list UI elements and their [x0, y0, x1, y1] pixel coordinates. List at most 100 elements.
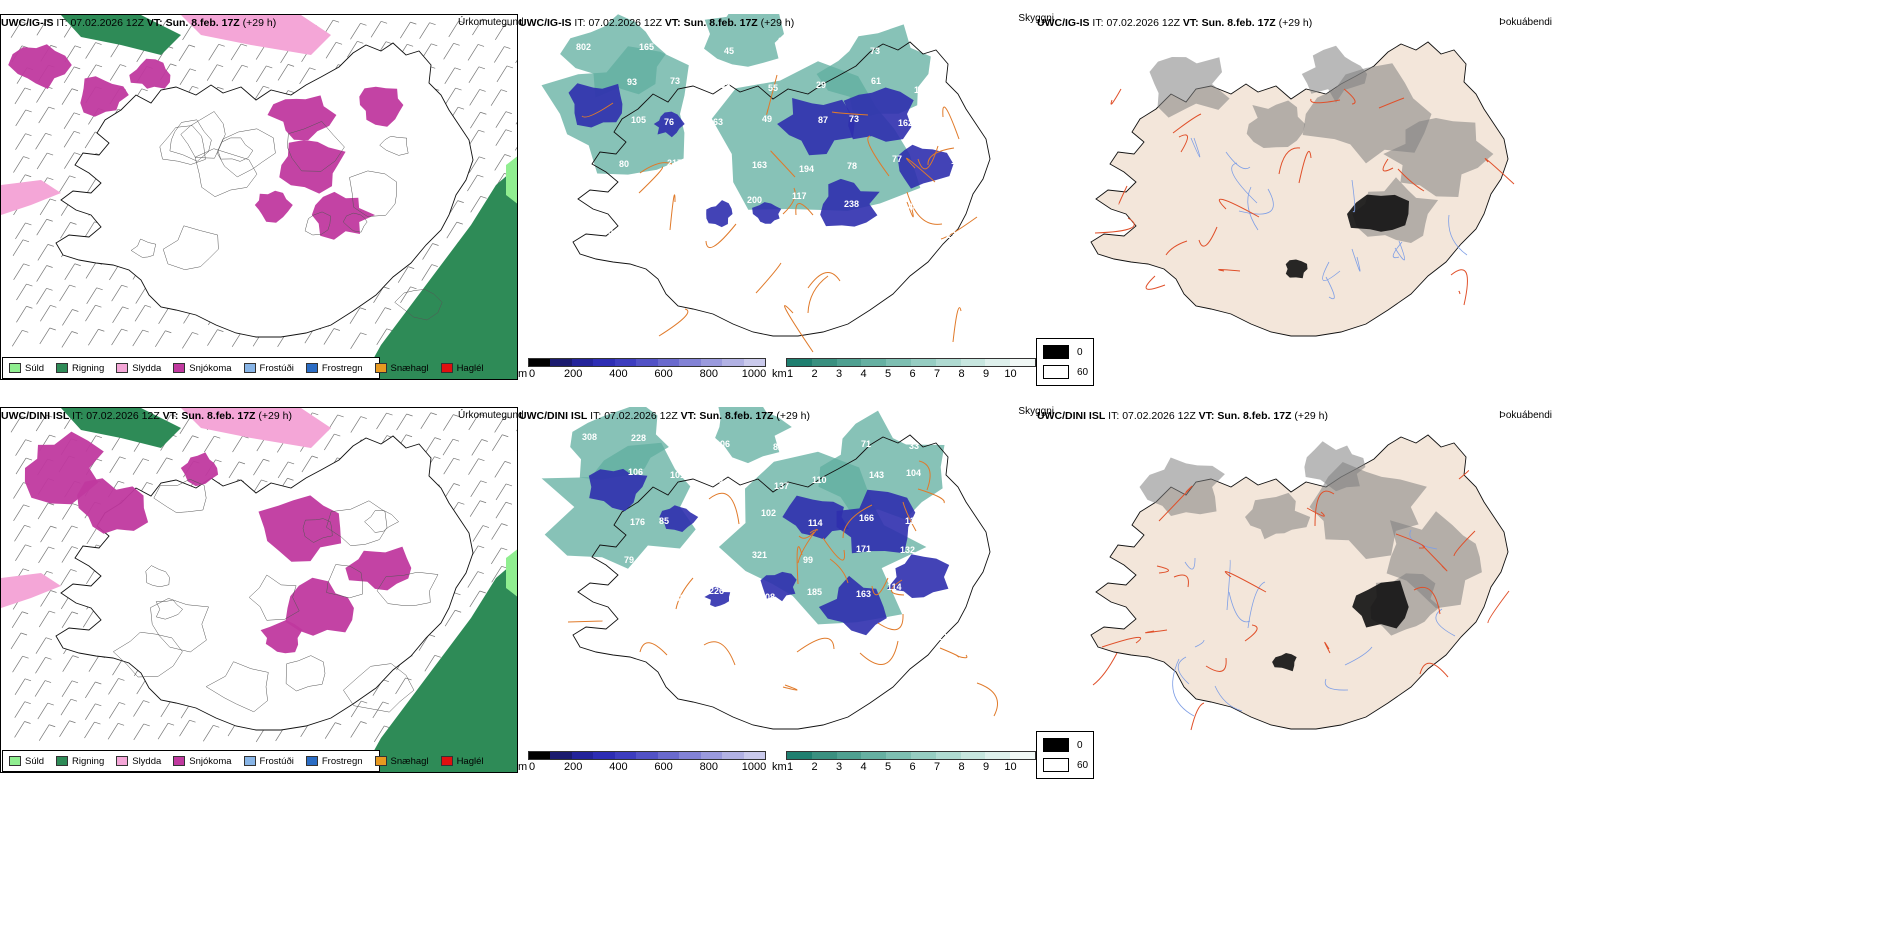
wind-barb: [350, 700, 368, 718]
ceiling-label: 217: [667, 158, 682, 168]
precip-type-map: [1, 408, 517, 772]
ceiling-label: 55: [823, 44, 833, 54]
ramp-step: [743, 359, 765, 366]
wind-barb: [35, 414, 53, 432]
legend-item: Frostúði: [243, 362, 294, 374]
wind-barb: [514, 146, 517, 151]
wind-barb: [376, 412, 393, 430]
wind-barb: [395, 677, 412, 695]
ramp-step: [700, 359, 723, 366]
model-name: UWC/IG-IS: [519, 17, 572, 29]
road-line: [798, 531, 815, 539]
low-ceiling-area: [820, 178, 880, 227]
precip-type-legend: Súld Rigning Slydda Snjókoma Frostúði Frostre…: [2, 357, 484, 379]
wind-barb: [446, 221, 463, 239]
wind-barb: [15, 457, 33, 475]
wind-barb: [16, 283, 33, 301]
wind-barb: [325, 42, 343, 59]
road-line: [1101, 636, 1142, 648]
init-time-label: IT:: [56, 17, 68, 29]
ceiling-label: 105: [668, 440, 683, 450]
ramp-step: [935, 359, 961, 366]
wind-barb: [36, 18, 53, 36]
ceiling-label: 79: [624, 555, 634, 565]
wind-barb: [37, 502, 55, 520]
road-line: [1118, 185, 1128, 205]
legend-swatch: [440, 756, 453, 766]
road-line: [581, 102, 614, 118]
fog-legend: 0 60: [1036, 731, 1094, 779]
wind-barb: [160, 700, 177, 718]
terrain-contour: [217, 128, 276, 178]
road-line: [1378, 97, 1405, 109]
init-time: 07.02.2026 12Z: [1106, 17, 1180, 29]
wind-barb: [13, 263, 30, 280]
wind-barb: [231, 64, 249, 82]
low-visibility-area: [560, 14, 666, 98]
legend-item: Rigning: [56, 363, 104, 374]
visibility-panel-bottom: 308 228 105 106 82 185 71 33 39 106 101 80 137 110 143…: [518, 407, 1036, 773]
wind-barb: [11, 330, 29, 347]
low-ceiling-area: [659, 505, 699, 532]
river-line: [1225, 151, 1251, 170]
panel-title: Úrkomutegund: [458, 410, 524, 421]
ceiling-label: 82: [773, 442, 783, 452]
ramp-step: [571, 752, 594, 759]
wind-barb: [133, 723, 150, 741]
road-line: [1198, 226, 1218, 247]
legend-label: Frostúði: [259, 362, 294, 374]
terrain-contour: [159, 125, 206, 165]
visibility-tick: 9: [982, 368, 990, 380]
terrain-contour: [394, 289, 443, 321]
wind-barb: [10, 416, 28, 433]
ceiling-tick: 600: [654, 761, 673, 773]
snow-area: [260, 620, 303, 654]
road-line: [1421, 544, 1448, 572]
road-line: [796, 637, 835, 653]
road-line: [675, 577, 694, 610]
ceiling-label: 106: [715, 439, 730, 449]
iceland-outline: [55, 435, 474, 731]
wind-barb: [495, 501, 513, 519]
visibility-tick: 1: [786, 368, 794, 380]
road-line: [1450, 269, 1468, 306]
road-line: [567, 620, 603, 623]
ceiling-label: 176: [630, 517, 645, 527]
fog-index-area: [1149, 57, 1230, 118]
legend-swatch: [243, 363, 256, 373]
ramp-step: [910, 752, 936, 759]
panel-title: Skyggni: [1018, 13, 1054, 24]
ceiling-tick: 1000: [741, 761, 767, 773]
valid-time: Sun. 8.feb. 17Z: [1201, 17, 1276, 29]
ramp-step: [550, 752, 572, 759]
legend-label: Frostregn: [321, 755, 363, 767]
river-line: [1351, 248, 1361, 272]
wind-barb: [63, 66, 81, 84]
road-line: [927, 147, 955, 166]
visibility-unit: km: [772, 368, 787, 380]
wind-barb: [64, 152, 81, 169]
ceiling-label: 93: [627, 77, 637, 87]
road-line: [708, 492, 740, 525]
wind-barb: [14, 524, 31, 542]
ramp-step: [1010, 359, 1035, 366]
wind-barb: [491, 523, 508, 540]
road-line: [1218, 269, 1241, 272]
init-time: 07.02.2026 12Z: [70, 17, 144, 29]
road-line: [906, 191, 943, 225]
ceiling-label: 77: [892, 154, 902, 164]
ceiling-unit: m: [518, 368, 528, 380]
visibility-tick: 10: [1004, 368, 1017, 380]
wind-barb: [444, 67, 461, 85]
legend-swatch: [9, 363, 21, 373]
wind-barb: [13, 156, 30, 173]
road-line: [1224, 571, 1267, 593]
wind-barb: [38, 106, 55, 124]
ramp-step: [657, 359, 680, 366]
ramp-step: [886, 359, 911, 366]
river-line: [1214, 685, 1243, 712]
wind-barb: [12, 655, 29, 673]
ceiling-label: 85: [659, 516, 669, 526]
wind-barb: [495, 483, 513, 501]
wind-barb: [61, 88, 79, 105]
